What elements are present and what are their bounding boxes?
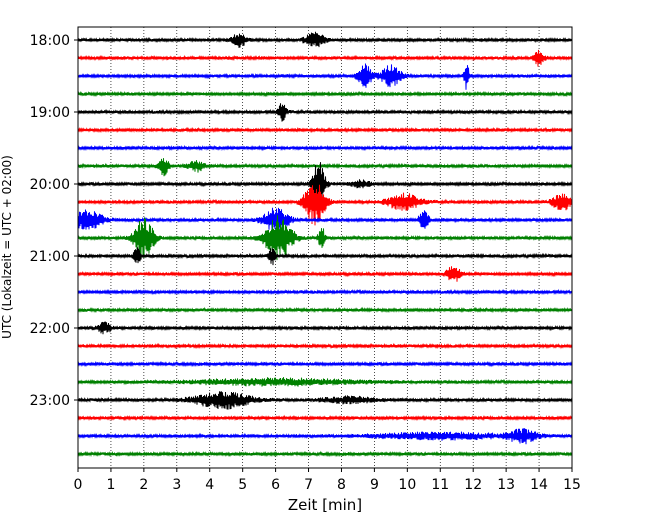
x-tick-label: 7 <box>304 477 313 493</box>
trace-line <box>78 207 572 232</box>
x-tick-label: 11 <box>431 477 449 493</box>
trace-line <box>78 321 572 335</box>
trace-line <box>78 450 572 458</box>
x-axis-label: Zeit [min] <box>288 496 362 514</box>
trace-line <box>78 288 572 296</box>
trace-line <box>78 49 572 67</box>
trace-line <box>78 90 572 98</box>
trace-line <box>78 306 572 314</box>
x-tick-label: 12 <box>464 477 482 493</box>
y-tick-label: 22:00 <box>30 321 70 337</box>
x-tick-label: 9 <box>370 477 379 493</box>
y-axis-label: UTC (Lokalzeit = UTC + 02:00) <box>0 155 14 339</box>
x-tick-label: 2 <box>139 477 148 493</box>
trace-line <box>78 215 572 261</box>
y-tick-label: 19:00 <box>30 105 70 121</box>
x-tick-label: 1 <box>106 477 115 493</box>
trace-line <box>78 414 572 422</box>
trace-line <box>78 377 572 387</box>
plot-frame <box>77 26 573 469</box>
y-tick-label: 18:00 <box>30 33 70 49</box>
x-tick-label: 14 <box>530 477 548 493</box>
trace-line <box>78 126 572 134</box>
trace-line <box>78 103 572 122</box>
trace-line <box>78 342 572 350</box>
y-tick-label: 20:00 <box>30 177 70 193</box>
x-tick-label: 10 <box>398 477 416 493</box>
x-tick-label: 0 <box>74 477 83 493</box>
x-tick-label: 6 <box>271 477 280 493</box>
y-tick-label: 21:00 <box>30 249 70 265</box>
x-tick-label: 3 <box>172 477 181 493</box>
y-ticks: 18:00 19:00 20:00 21:00 22:00 23:00 <box>30 33 78 409</box>
x-tick-label: 13 <box>497 477 515 493</box>
x-tick-label: 15 <box>563 477 581 493</box>
trace-line <box>78 162 572 203</box>
trace-line <box>78 144 572 152</box>
x-tick-label: 5 <box>238 477 247 493</box>
traces-layer <box>78 31 572 458</box>
trace-line <box>78 184 572 226</box>
trace-line <box>78 428 572 445</box>
trace-line <box>78 63 572 90</box>
trace-line <box>78 158 572 177</box>
x-ticks: 0 1 2 3 4 5 6 7 8 9 10 11 12 13 14 15 <box>74 468 581 493</box>
trace-line <box>78 247 572 266</box>
x-tick-label: 4 <box>205 477 214 493</box>
trace-line <box>78 266 572 282</box>
y-tick-label: 23:00 <box>30 393 70 409</box>
x-tick-label: 8 <box>337 477 346 493</box>
trace-line <box>78 31 572 48</box>
trace-line <box>78 360 572 368</box>
trace-line <box>78 391 572 410</box>
